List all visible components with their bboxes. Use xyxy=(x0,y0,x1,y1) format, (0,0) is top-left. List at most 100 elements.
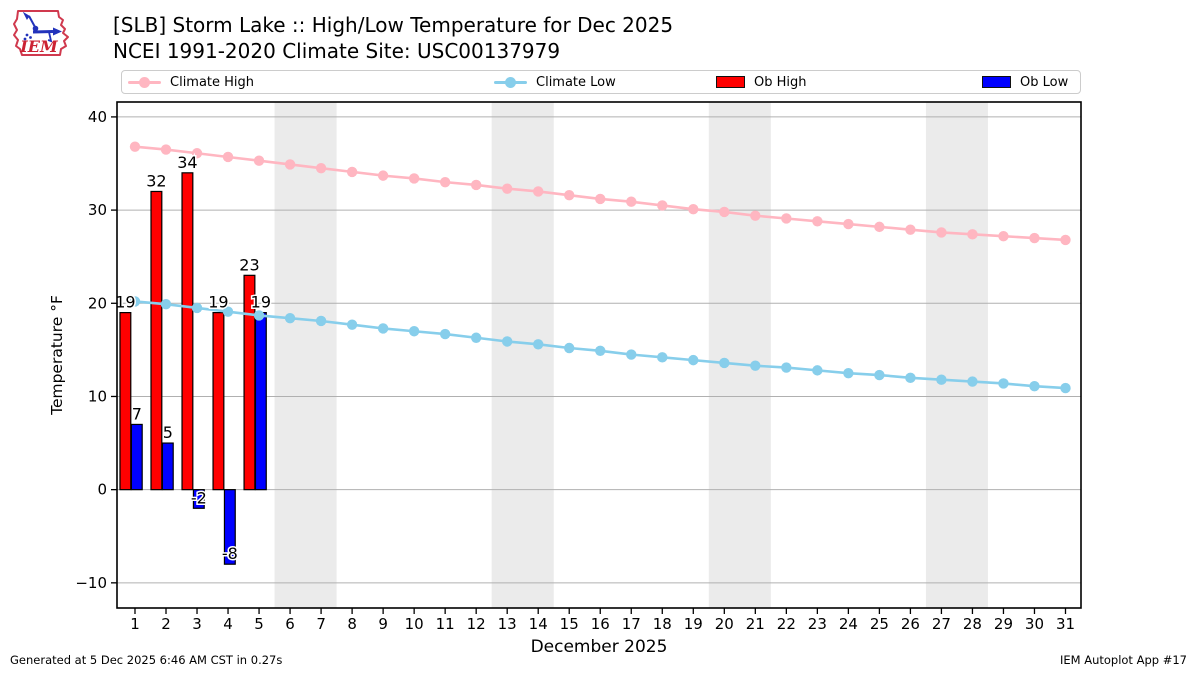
climate-low-dot xyxy=(129,296,141,307)
bar-ob-low xyxy=(254,312,267,491)
climate-high-dot xyxy=(967,229,978,240)
plot-border xyxy=(116,101,1082,609)
header: [SLB] Storm Lake :: High/Low Temperature… xyxy=(113,12,673,64)
climate-low-dot xyxy=(812,365,823,376)
bar-value-label: 19 xyxy=(251,293,271,312)
climate-low-dot xyxy=(191,302,203,314)
x-tick-label: 23 xyxy=(808,615,827,633)
climate-low-dot xyxy=(533,339,544,350)
climate-high-dot xyxy=(936,227,947,238)
climate-low-line-marker-icon xyxy=(494,76,527,88)
x-tick-label: 18 xyxy=(653,615,672,633)
climate-high-dot xyxy=(129,141,141,152)
climate-high-dot xyxy=(750,210,761,221)
climate-low-dot xyxy=(626,349,637,360)
climate-high-dot xyxy=(843,218,854,230)
climate-low-dot xyxy=(998,378,1009,389)
bar-ob-high xyxy=(119,312,132,491)
climate-low-dot xyxy=(936,374,947,385)
climate-high-dot xyxy=(191,148,203,159)
legend-label: Ob Low xyxy=(1020,74,1069,90)
weekend-band xyxy=(274,102,337,608)
x-tick-label: 8 xyxy=(347,615,357,633)
x-tick-label: 27 xyxy=(932,615,951,633)
climate-high-dot xyxy=(470,179,482,191)
x-tick-label: 17 xyxy=(622,615,641,633)
x-tick-label: 3 xyxy=(192,615,202,633)
legend-item-ob-high: Ob High xyxy=(716,71,807,93)
climate-low-dot xyxy=(160,299,172,310)
climate-high-dot xyxy=(998,230,1009,242)
x-tick-label: 10 xyxy=(405,615,424,633)
bar-ob-low xyxy=(192,489,205,509)
app-credit: IEM Autoplot App #17 xyxy=(1059,653,1187,667)
bar-value-label: 19 xyxy=(208,293,228,312)
climate-high-dot xyxy=(595,193,606,205)
climate-high-dot xyxy=(533,186,544,197)
climate-high-dot xyxy=(501,183,513,194)
legend-label: Climate Low xyxy=(536,74,616,90)
bar-ob-high xyxy=(212,312,225,491)
x-tick-label: 13 xyxy=(498,615,517,633)
x-tick-label: 2 xyxy=(161,615,171,633)
climate-high-dot xyxy=(688,203,699,215)
climate-high-dot xyxy=(657,200,668,211)
climate-low-dot xyxy=(222,306,234,317)
bar-value-label: 7 xyxy=(132,404,142,423)
y-tick-label: 30 xyxy=(88,201,107,219)
legend-label: Climate High xyxy=(170,74,255,90)
ob-low-swatch-icon xyxy=(982,76,1011,88)
page-title: [SLB] Storm Lake :: High/Low Temperature… xyxy=(113,13,674,37)
climate-high-dot xyxy=(812,216,823,227)
climate-low-dot xyxy=(874,369,885,381)
y-tick-label: 10 xyxy=(88,387,107,405)
climate-low-dot xyxy=(501,336,513,347)
x-tick-label: 9 xyxy=(378,615,388,633)
x-tick-label: 14 xyxy=(529,615,548,633)
climate-low-dot xyxy=(315,315,327,327)
bar-value-label: 34 xyxy=(177,153,197,172)
climate-high-dot xyxy=(564,189,575,201)
bar-ob-high xyxy=(150,190,163,491)
y-tick-label: 20 xyxy=(88,294,107,312)
climate-low-dot xyxy=(1060,382,1071,394)
generated-timestamp: Generated at 5 Dec 2025 6:46 AM CST in 0… xyxy=(10,653,283,667)
climate-low-dot xyxy=(284,312,296,324)
x-tick-label: 31 xyxy=(1056,615,1075,633)
bar-value-label: -2 xyxy=(191,488,207,507)
x-tick-label: 11 xyxy=(436,615,455,633)
x-tick-label: 29 xyxy=(994,615,1013,633)
x-tick-label: 30 xyxy=(1025,615,1044,633)
bar-value-label: 23 xyxy=(239,255,259,274)
climate-low-dot xyxy=(657,352,668,363)
climate-low-dot xyxy=(439,328,451,340)
legend-item-ob-low: Ob Low xyxy=(982,71,1068,93)
climate-low-dot xyxy=(750,360,761,371)
bar-value-label: -8 xyxy=(222,544,238,563)
x-tick-label: 12 xyxy=(467,615,486,633)
climate-low-dot xyxy=(564,342,575,354)
climate-low-dot xyxy=(905,372,916,384)
page-subtitle: NCEI 1991-2020 Climate Site: USC00137979 xyxy=(113,39,561,63)
x-tick-label: 4 xyxy=(223,615,233,633)
x-tick-label: 22 xyxy=(777,615,796,633)
climate-low-dot xyxy=(688,354,699,366)
bar-ob-low xyxy=(223,489,236,565)
y-axis-label: Temperature °F xyxy=(48,295,66,416)
climate-high-dot xyxy=(222,151,234,163)
x-axis-label: December 2025 xyxy=(531,637,668,657)
climate-high-dot xyxy=(719,206,730,218)
x-tick-label: 24 xyxy=(839,615,858,633)
y-tick-label: 0 xyxy=(97,481,107,499)
x-tick-label: 26 xyxy=(901,615,920,633)
x-tick-label: 16 xyxy=(591,615,610,633)
weather-vane-icon xyxy=(22,11,62,43)
y-tick-label: 40 xyxy=(88,108,107,126)
climate-high-line-marker-icon xyxy=(128,76,161,88)
x-tick-label: 25 xyxy=(870,615,889,633)
climate-high-dot xyxy=(253,155,265,166)
bar-value-label: 5 xyxy=(163,423,173,442)
climate-high-dot xyxy=(439,176,451,188)
climate-low-dot xyxy=(1029,381,1040,392)
